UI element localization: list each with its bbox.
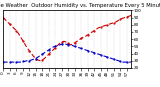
Text: Milwaukee Weather  Outdoor Humidity vs. Temperature Every 5 Minutes: Milwaukee Weather Outdoor Humidity vs. T…	[0, 3, 160, 8]
